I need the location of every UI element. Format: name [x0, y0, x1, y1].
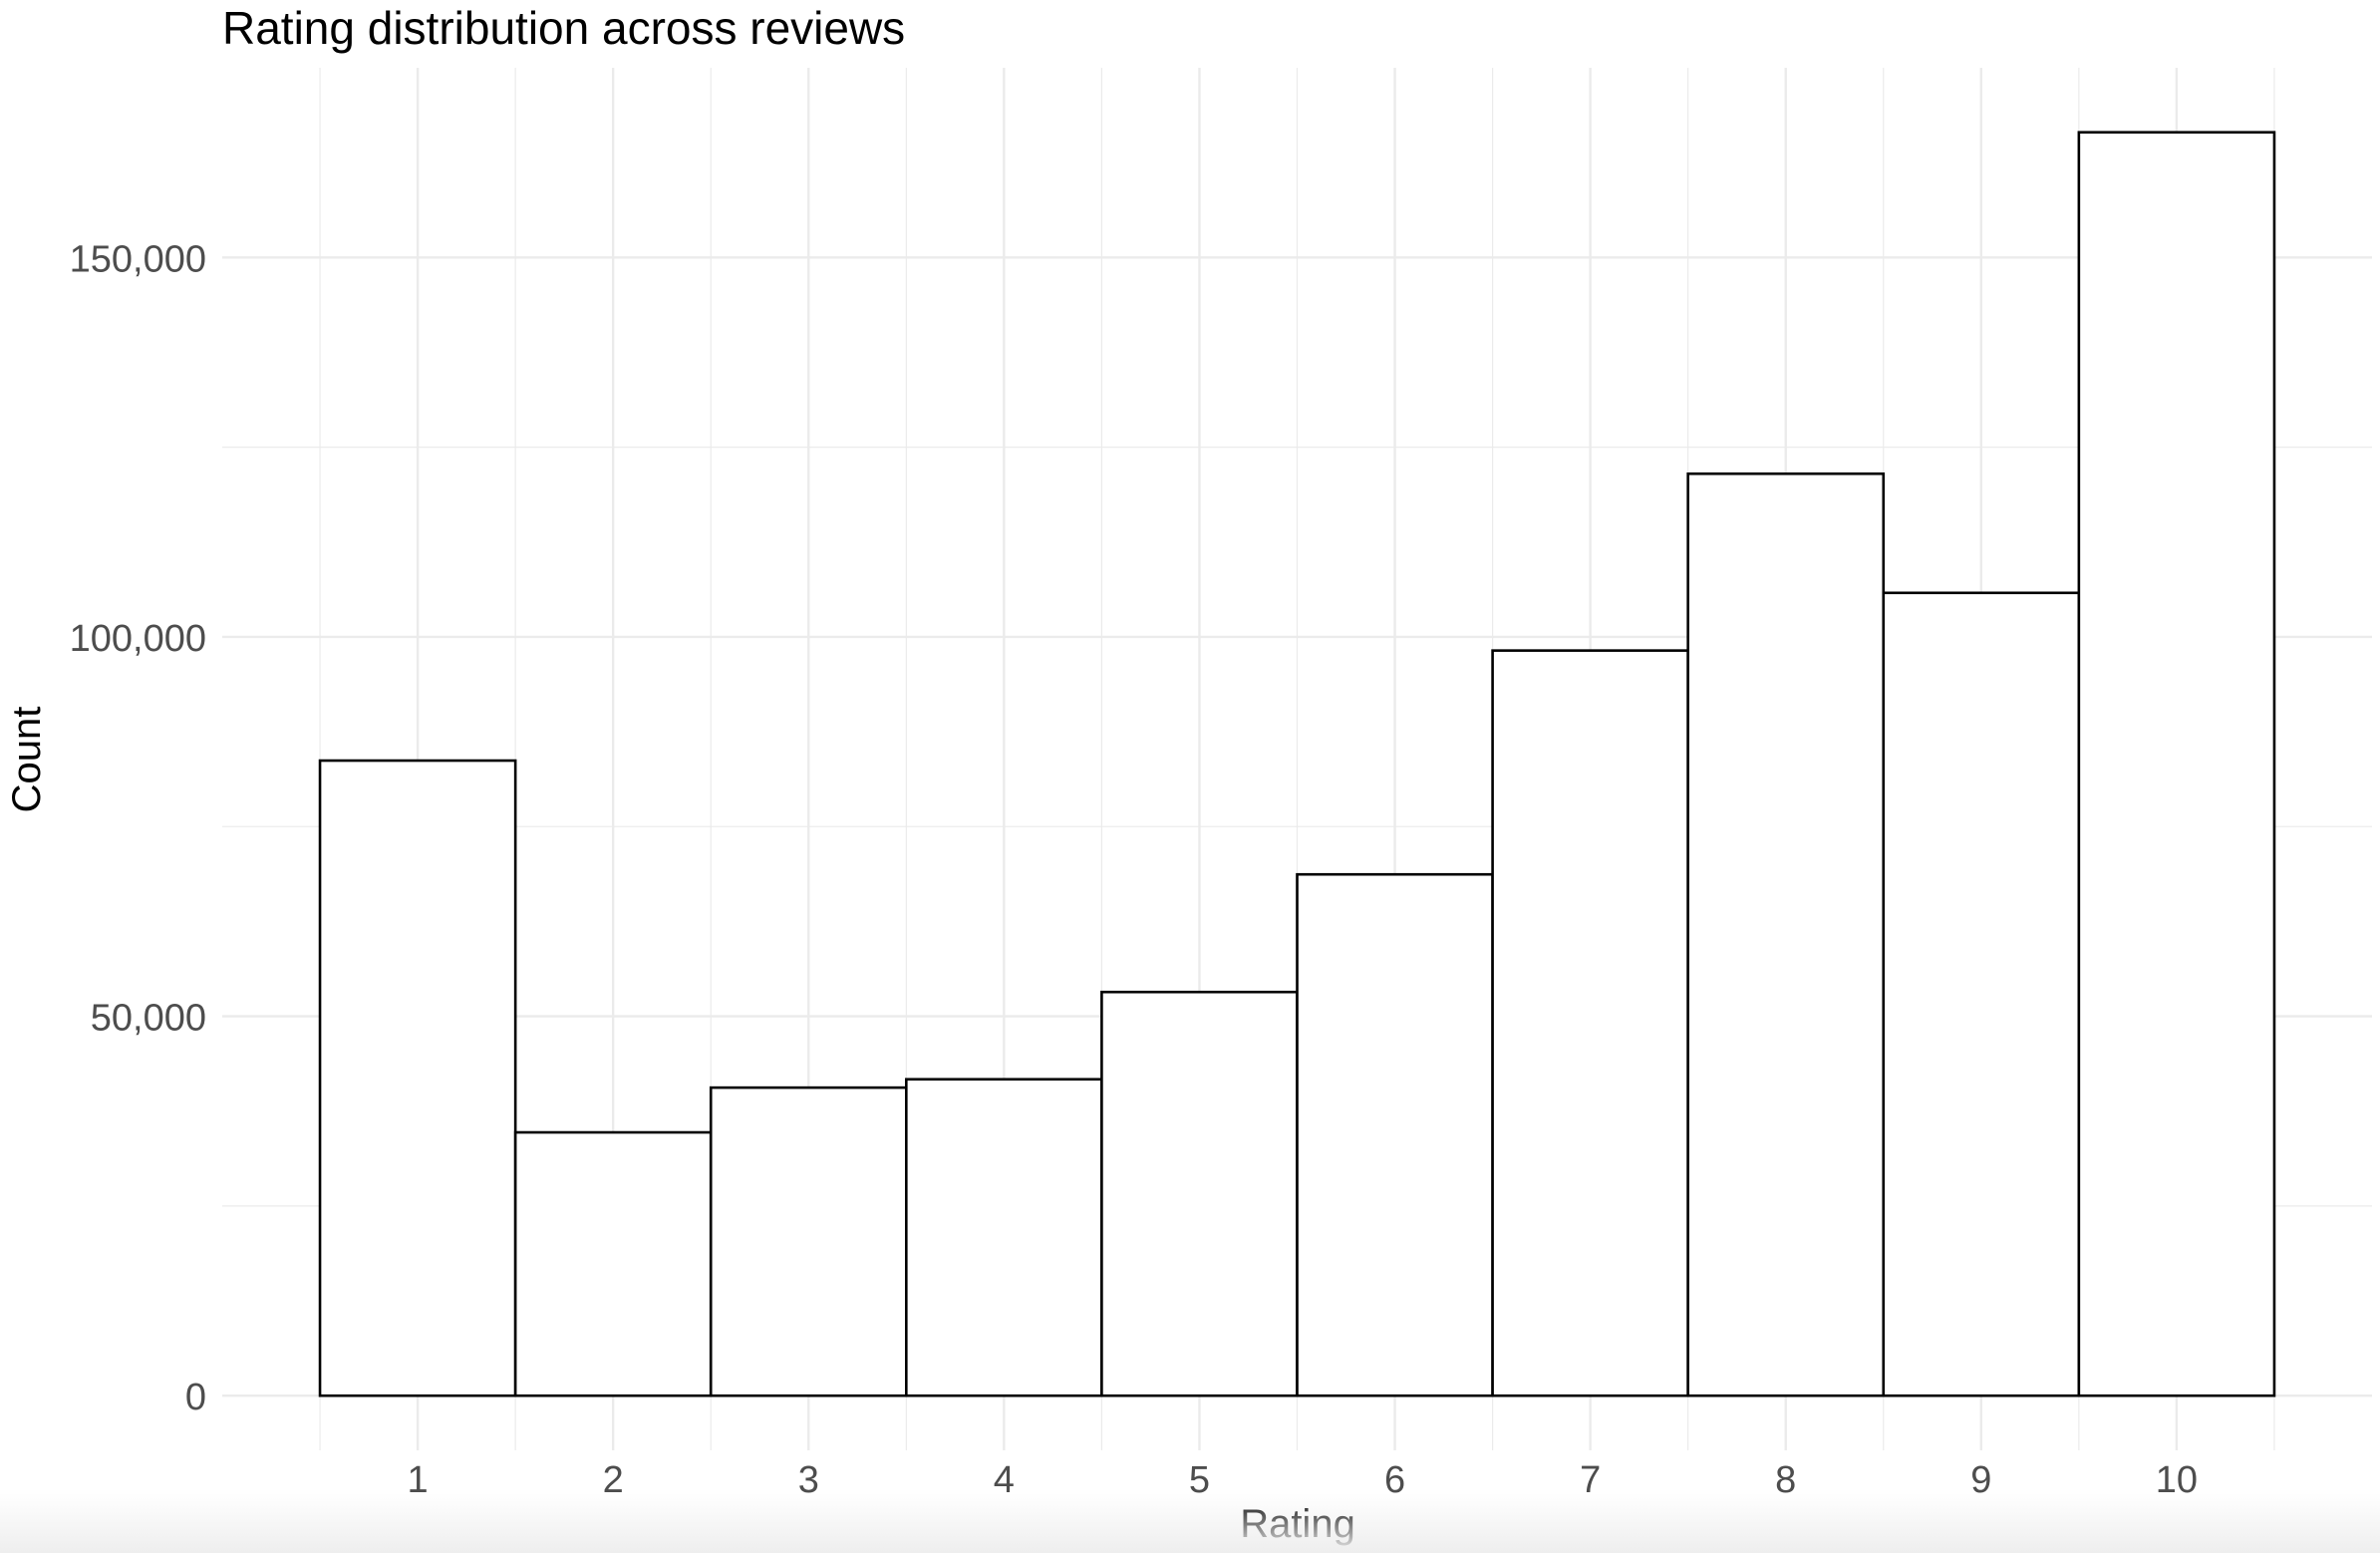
x-tick-label: 1 [408, 1459, 429, 1501]
y-tick-label: 0 [185, 1377, 206, 1418]
x-tick-label: 6 [1384, 1459, 1405, 1501]
bar-rating-10 [2077, 131, 2276, 1398]
x-tick-label: 7 [1580, 1459, 1601, 1501]
y-tick-labels: 0 50,000 100,000 150,000 [70, 238, 206, 1418]
bar-rating-3 [709, 1086, 908, 1398]
bar-rating-5 [1100, 990, 1299, 1398]
bar-rating-9 [1882, 591, 2081, 1398]
bar-rating-2 [513, 1130, 713, 1398]
y-tick-label: 100,000 [70, 618, 206, 660]
x-tick-label: 9 [1970, 1459, 1991, 1501]
bar-rating-4 [905, 1078, 1103, 1398]
x-axis-title: Rating [1240, 1502, 1355, 1546]
y-axis-title: Count [5, 707, 49, 813]
x-tick-label: 2 [603, 1459, 624, 1501]
bar-rating-1 [318, 759, 517, 1398]
y-tick-label: 50,000 [91, 998, 206, 1040]
x-tick-label: 8 [1775, 1459, 1796, 1501]
bar-rating-6 [1296, 872, 1494, 1398]
x-tick-label: 4 [994, 1459, 1015, 1501]
y-tick-label: 150,000 [70, 238, 206, 280]
bars [318, 131, 2276, 1398]
chart-title: Rating distribution across reviews [222, 2, 905, 54]
bar-rating-7 [1491, 649, 1689, 1398]
x-tick-label: 3 [798, 1459, 819, 1501]
bar-rating-8 [1686, 471, 1886, 1398]
x-tick-label: 5 [1189, 1459, 1210, 1501]
x-tick-label: 10 [2156, 1459, 2198, 1501]
